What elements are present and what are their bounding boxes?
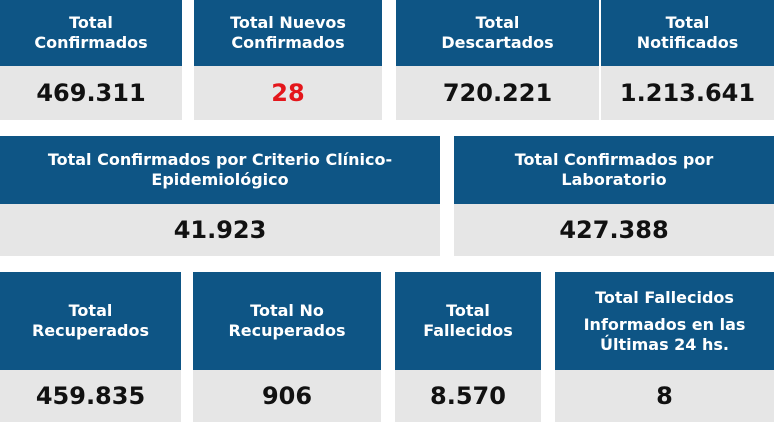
stat-card-confirmados-laboratorio: Total Confirmados por Laboratorio 427.38… bbox=[454, 136, 774, 256]
stat-value: 720.221 bbox=[396, 66, 599, 120]
stat-card-header: Total Fallecidos bbox=[395, 272, 541, 370]
stat-label-line1: Total Fallecidos bbox=[595, 287, 734, 307]
stat-label-line1: Total bbox=[68, 301, 113, 320]
stat-label-line2: Recuperados bbox=[228, 321, 346, 340]
stat-label-line1: Total bbox=[665, 13, 710, 32]
stat-card-total-no-recuperados: Total No Recuperados 906 bbox=[193, 272, 381, 422]
stat-card-header: Total Recuperados bbox=[0, 272, 181, 370]
stat-label-line2: Informados en las bbox=[583, 314, 746, 334]
stat-label-line1: Total bbox=[69, 13, 113, 32]
stat-value: 8.570 bbox=[395, 370, 541, 422]
stat-label-line2: Descartados bbox=[441, 33, 554, 52]
stat-label-line1: Total No bbox=[250, 301, 324, 320]
stat-value: 459.835 bbox=[0, 370, 181, 422]
stat-card-header: Total Confirmados por Laboratorio bbox=[454, 136, 774, 204]
stat-label-line2: Fallecidos bbox=[423, 321, 513, 340]
stat-card-header: Total Confirmados por Criterio Clínico- … bbox=[0, 136, 440, 204]
stat-card-header: Total Fallecidos Informados en las Últim… bbox=[555, 272, 774, 370]
stat-label-line2: Recuperados bbox=[31, 321, 149, 340]
stat-value: 469.311 bbox=[0, 66, 182, 120]
stat-card-total-nuevos-confirmados: Total Nuevos Confirmados 28 bbox=[194, 0, 382, 120]
stat-value: 906 bbox=[193, 370, 381, 422]
stat-label-line2: Confirmados bbox=[231, 33, 345, 52]
stat-value: 41.923 bbox=[0, 204, 440, 256]
stat-card-total-descartados: Total Descartados 720.221 bbox=[396, 0, 599, 120]
stat-label-line1: Total bbox=[446, 301, 490, 320]
stat-card-total-recuperados: Total Recuperados 459.835 bbox=[0, 272, 181, 422]
stat-value: 28 bbox=[194, 66, 382, 120]
stat-card-header: Total Notificados bbox=[601, 0, 774, 66]
stat-card-header: Total Descartados bbox=[396, 0, 599, 66]
stat-label-line2: Notificados bbox=[636, 33, 739, 52]
stat-label-line1: Total bbox=[475, 13, 520, 32]
stat-label-line3: Últimas 24 hs. bbox=[600, 334, 729, 354]
stat-card-header: Total Nuevos Confirmados bbox=[194, 0, 382, 66]
stat-card-total-notificados: Total Notificados 1.213.641 bbox=[601, 0, 774, 120]
stat-label-line1: Total Nuevos bbox=[230, 13, 346, 32]
stat-card-fallecidos-ultimas-24hs: Total Fallecidos Informados en las Últim… bbox=[555, 272, 774, 422]
stat-card-header: Total Confirmados bbox=[0, 0, 182, 66]
stat-label-line1: Total Confirmados por Criterio Clínico- bbox=[47, 150, 393, 169]
stat-value: 427.388 bbox=[454, 204, 774, 256]
stat-value: 8 bbox=[555, 370, 774, 422]
stat-card-confirmados-criterio-clinico: Total Confirmados por Criterio Clínico- … bbox=[0, 136, 440, 256]
stat-label-line2: Laboratorio bbox=[561, 170, 667, 189]
stat-card-total-confirmados: Total Confirmados 469.311 bbox=[0, 0, 182, 120]
stat-card-total-fallecidos: Total Fallecidos 8.570 bbox=[395, 272, 541, 422]
stat-label-line2: Epidemiológico bbox=[151, 170, 289, 189]
stat-label-line1: Total Confirmados por bbox=[514, 150, 714, 169]
stat-card-header: Total No Recuperados bbox=[193, 272, 381, 370]
stat-label-line2: Confirmados bbox=[34, 33, 148, 52]
stat-value: 1.213.641 bbox=[601, 66, 774, 120]
